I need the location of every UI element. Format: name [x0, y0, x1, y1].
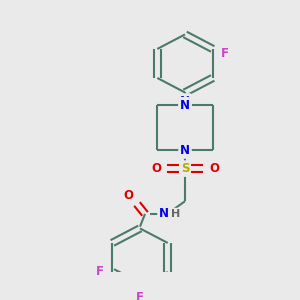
Text: N: N — [159, 207, 169, 220]
Text: O: O — [209, 162, 219, 175]
Text: S: S — [181, 162, 189, 175]
Text: N: N — [180, 144, 190, 157]
Text: H: H — [171, 209, 181, 219]
Text: O: O — [151, 162, 161, 175]
Text: O: O — [123, 189, 133, 202]
Text: F: F — [221, 47, 229, 60]
Text: F: F — [96, 266, 104, 278]
Text: F: F — [136, 291, 144, 300]
Text: N: N — [180, 99, 190, 112]
Text: N: N — [180, 95, 190, 108]
